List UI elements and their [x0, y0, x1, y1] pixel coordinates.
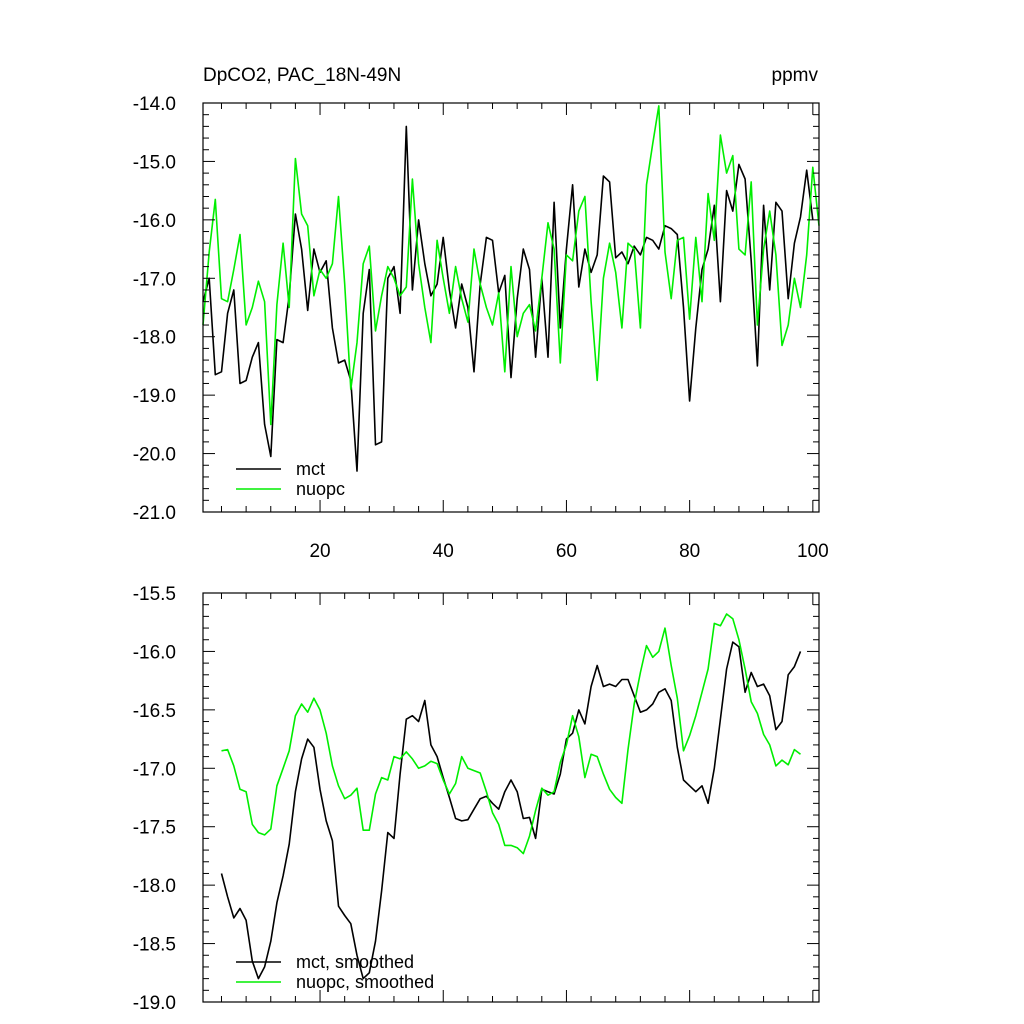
bottom-ytick-label: -15.5	[133, 584, 176, 605]
legend-label-mct: mct	[296, 459, 325, 479]
top-plot-frame	[202, 102, 820, 513]
bottom-ytick-label: -18.0	[133, 876, 176, 897]
legend-label-mct-smoothed: mct, smoothed	[296, 952, 414, 972]
bottom-axis-ticks: -19.0 -18.5 -18.0 -17.5 -17.0 -16.5 -16.0 -15.5	[133, 584, 819, 1014]
units-label: ppmv	[772, 65, 819, 86]
top-xtick-label: 100	[797, 541, 829, 562]
top-xtick-label: 40	[433, 541, 454, 562]
top-ytick-label: -21.0	[133, 503, 176, 524]
bottom-ytick-label: -17.0	[133, 759, 176, 780]
top-axis-ticks: -21.0 -20.0 -19.0 -18.0 -17.0 -16.0 -15.0 -14.0…	[133, 94, 829, 562]
bottom-ytick-label: -18.5	[133, 935, 176, 956]
top-panel: DpCO2, PAC_18N-49N ppmv -21.0-20.0-19.0-…	[133, 65, 829, 562]
bottom-series-line-mct	[220, 641, 802, 980]
top-xtick-label: 60	[556, 541, 577, 562]
bottom-series-line-nuopc	[221, 613, 801, 855]
legend-label-nuopc: nuopc	[296, 479, 345, 499]
top-ytick-label: -18.0	[133, 328, 176, 349]
chart-title: DpCO2, PAC_18N-49N	[203, 65, 401, 86]
top-ytick-label: -17.0	[133, 269, 176, 290]
bottom-ytick-label: -16.5	[133, 701, 176, 722]
top-xtick-label: 80	[679, 541, 700, 562]
legend-label-nuopc-smoothed: nuopc, smoothed	[296, 972, 434, 992]
bottom-legend: mct, smoothed nuopc, smoothed	[236, 952, 434, 992]
top-xtick-label: 20	[309, 541, 330, 562]
top-ytick-label: -15.0	[133, 152, 176, 173]
top-legend: mct nuopc	[236, 459, 345, 499]
top-ytick-label: -14.0	[133, 94, 176, 115]
bottom-series-lines	[220, 613, 802, 980]
bottom-ytick-label: -16.0	[133, 642, 176, 663]
top-ytick-label: -16.0	[133, 211, 176, 232]
top-ytick-label: -19.0	[133, 386, 176, 407]
bottom-plot-frame	[202, 592, 820, 1003]
top-series-line-nuopc	[202, 105, 820, 426]
bottom-ytick-label: -17.5	[133, 818, 176, 839]
top-series-lines	[202, 105, 820, 472]
top-ytick-label: -20.0	[133, 445, 176, 466]
bottom-panel: -19.0 -18.5 -18.0 -17.5 -17.0 -16.5 -16.0 -15.5…	[133, 584, 820, 1014]
bottom-ytick-label: -19.0	[133, 993, 176, 1014]
